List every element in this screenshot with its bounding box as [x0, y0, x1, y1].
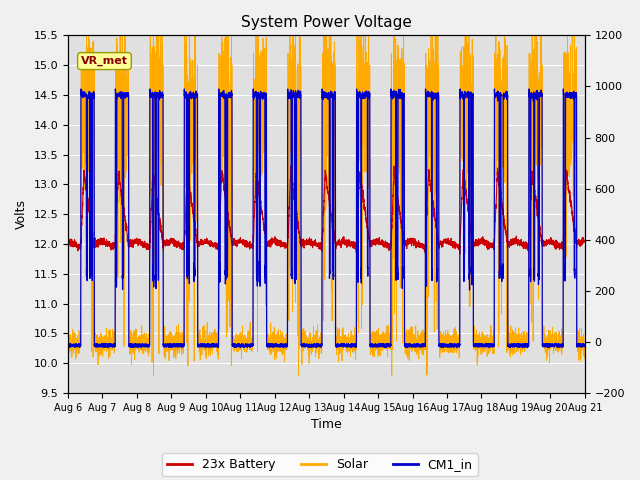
Legend: 23x Battery, Solar, CM1_in: 23x Battery, Solar, CM1_in [163, 453, 477, 476]
Text: VR_met: VR_met [81, 56, 128, 66]
X-axis label: Time: Time [311, 419, 342, 432]
Title: System Power Voltage: System Power Voltage [241, 15, 412, 30]
Y-axis label: Volts: Volts [15, 199, 28, 229]
